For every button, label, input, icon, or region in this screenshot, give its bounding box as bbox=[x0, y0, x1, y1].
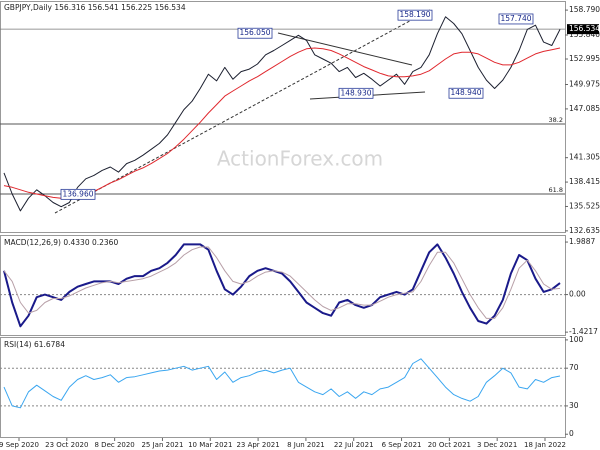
annotation-box bbox=[237, 27, 273, 39]
annotation-box bbox=[60, 188, 96, 200]
series-line bbox=[3, 16, 561, 212]
price-panel bbox=[0, 1, 566, 233]
annotation-label: 148.940 bbox=[450, 88, 481, 97]
y-tick-label: 30 bbox=[569, 401, 579, 410]
y-tick-label: 1.9887 bbox=[569, 237, 595, 246]
y-tick-label: -1.4217 bbox=[569, 327, 598, 336]
annotation-box bbox=[498, 13, 534, 25]
rsi-panel bbox=[0, 337, 566, 438]
fib-label: 61.8 bbox=[549, 186, 563, 194]
x-tick-label: 8 Jun 2021 bbox=[287, 441, 325, 449]
annotation-label: 157.740 bbox=[500, 14, 531, 23]
y-tick-label: 152.995 bbox=[569, 54, 600, 63]
y-tick-label: 70 bbox=[569, 363, 579, 372]
x-tick-label: 10 Mar 2021 bbox=[188, 441, 232, 449]
annotation-box bbox=[448, 87, 484, 99]
x-tick-label: 8 Dec 2020 bbox=[95, 441, 135, 449]
y-tick-label: 158.790 bbox=[569, 5, 600, 14]
channel-upper bbox=[277, 32, 413, 66]
y-tick-label: 132.635 bbox=[569, 226, 600, 235]
x-tick-label: 23 Apr 2021 bbox=[236, 441, 279, 449]
x-tick-label: 25 Jan 2021 bbox=[141, 441, 183, 449]
watermark: ActionForex.com bbox=[217, 147, 383, 171]
series-line bbox=[3, 246, 561, 319]
x-tick-label: 18 Jan 2022 bbox=[524, 441, 566, 449]
y-tick-label: 147.085 bbox=[569, 104, 600, 113]
y-tick-label: 138.415 bbox=[569, 177, 600, 186]
x-tick-label: 23 Oct 2020 bbox=[45, 441, 88, 449]
x-tick-label: 20 Oct 2021 bbox=[428, 441, 471, 449]
price-title: GBPJPY,Daily 156.316 156.541 156.225 156… bbox=[4, 3, 186, 12]
y-tick-label: 100 bbox=[569, 335, 584, 344]
annotation-label: 148.930 bbox=[340, 88, 371, 97]
y-tick-label: 149.975 bbox=[569, 80, 600, 89]
series-line bbox=[3, 47, 561, 199]
macd-title: MACD(12,26,9) 0.4330 0.2360 bbox=[4, 238, 118, 247]
x-tick-label: 6 Sep 2021 bbox=[382, 441, 422, 449]
annotation-label: 136.960 bbox=[62, 189, 93, 198]
y-tick-label: 0.00 bbox=[569, 290, 586, 299]
annotation-box bbox=[397, 9, 433, 21]
annotation-label: 158.190 bbox=[399, 10, 430, 19]
series-line bbox=[3, 243, 561, 328]
trend-line bbox=[54, 9, 431, 214]
last-price-box bbox=[567, 24, 599, 35]
macd-panel bbox=[0, 235, 566, 336]
x-tick-label: 9 Sep 2020 bbox=[0, 441, 39, 449]
rsi-title: RSI(14) 61.6784 bbox=[4, 340, 65, 349]
x-tick-label: 3 Dec 2021 bbox=[477, 441, 517, 449]
annotation-box bbox=[338, 87, 374, 99]
annotation-label: 156.050 bbox=[239, 28, 270, 37]
fib-label: 38.2 bbox=[549, 116, 563, 124]
y-tick-label: 135.525 bbox=[569, 201, 600, 210]
y-tick-label: 155.840 bbox=[569, 30, 600, 39]
last-price-label: 156.534 bbox=[569, 24, 600, 33]
y-tick-label: 0 bbox=[569, 429, 574, 438]
y-tick-label: 141.305 bbox=[569, 153, 600, 162]
series-line bbox=[3, 358, 561, 409]
x-tick-label: 22 Jul 2021 bbox=[334, 441, 374, 449]
